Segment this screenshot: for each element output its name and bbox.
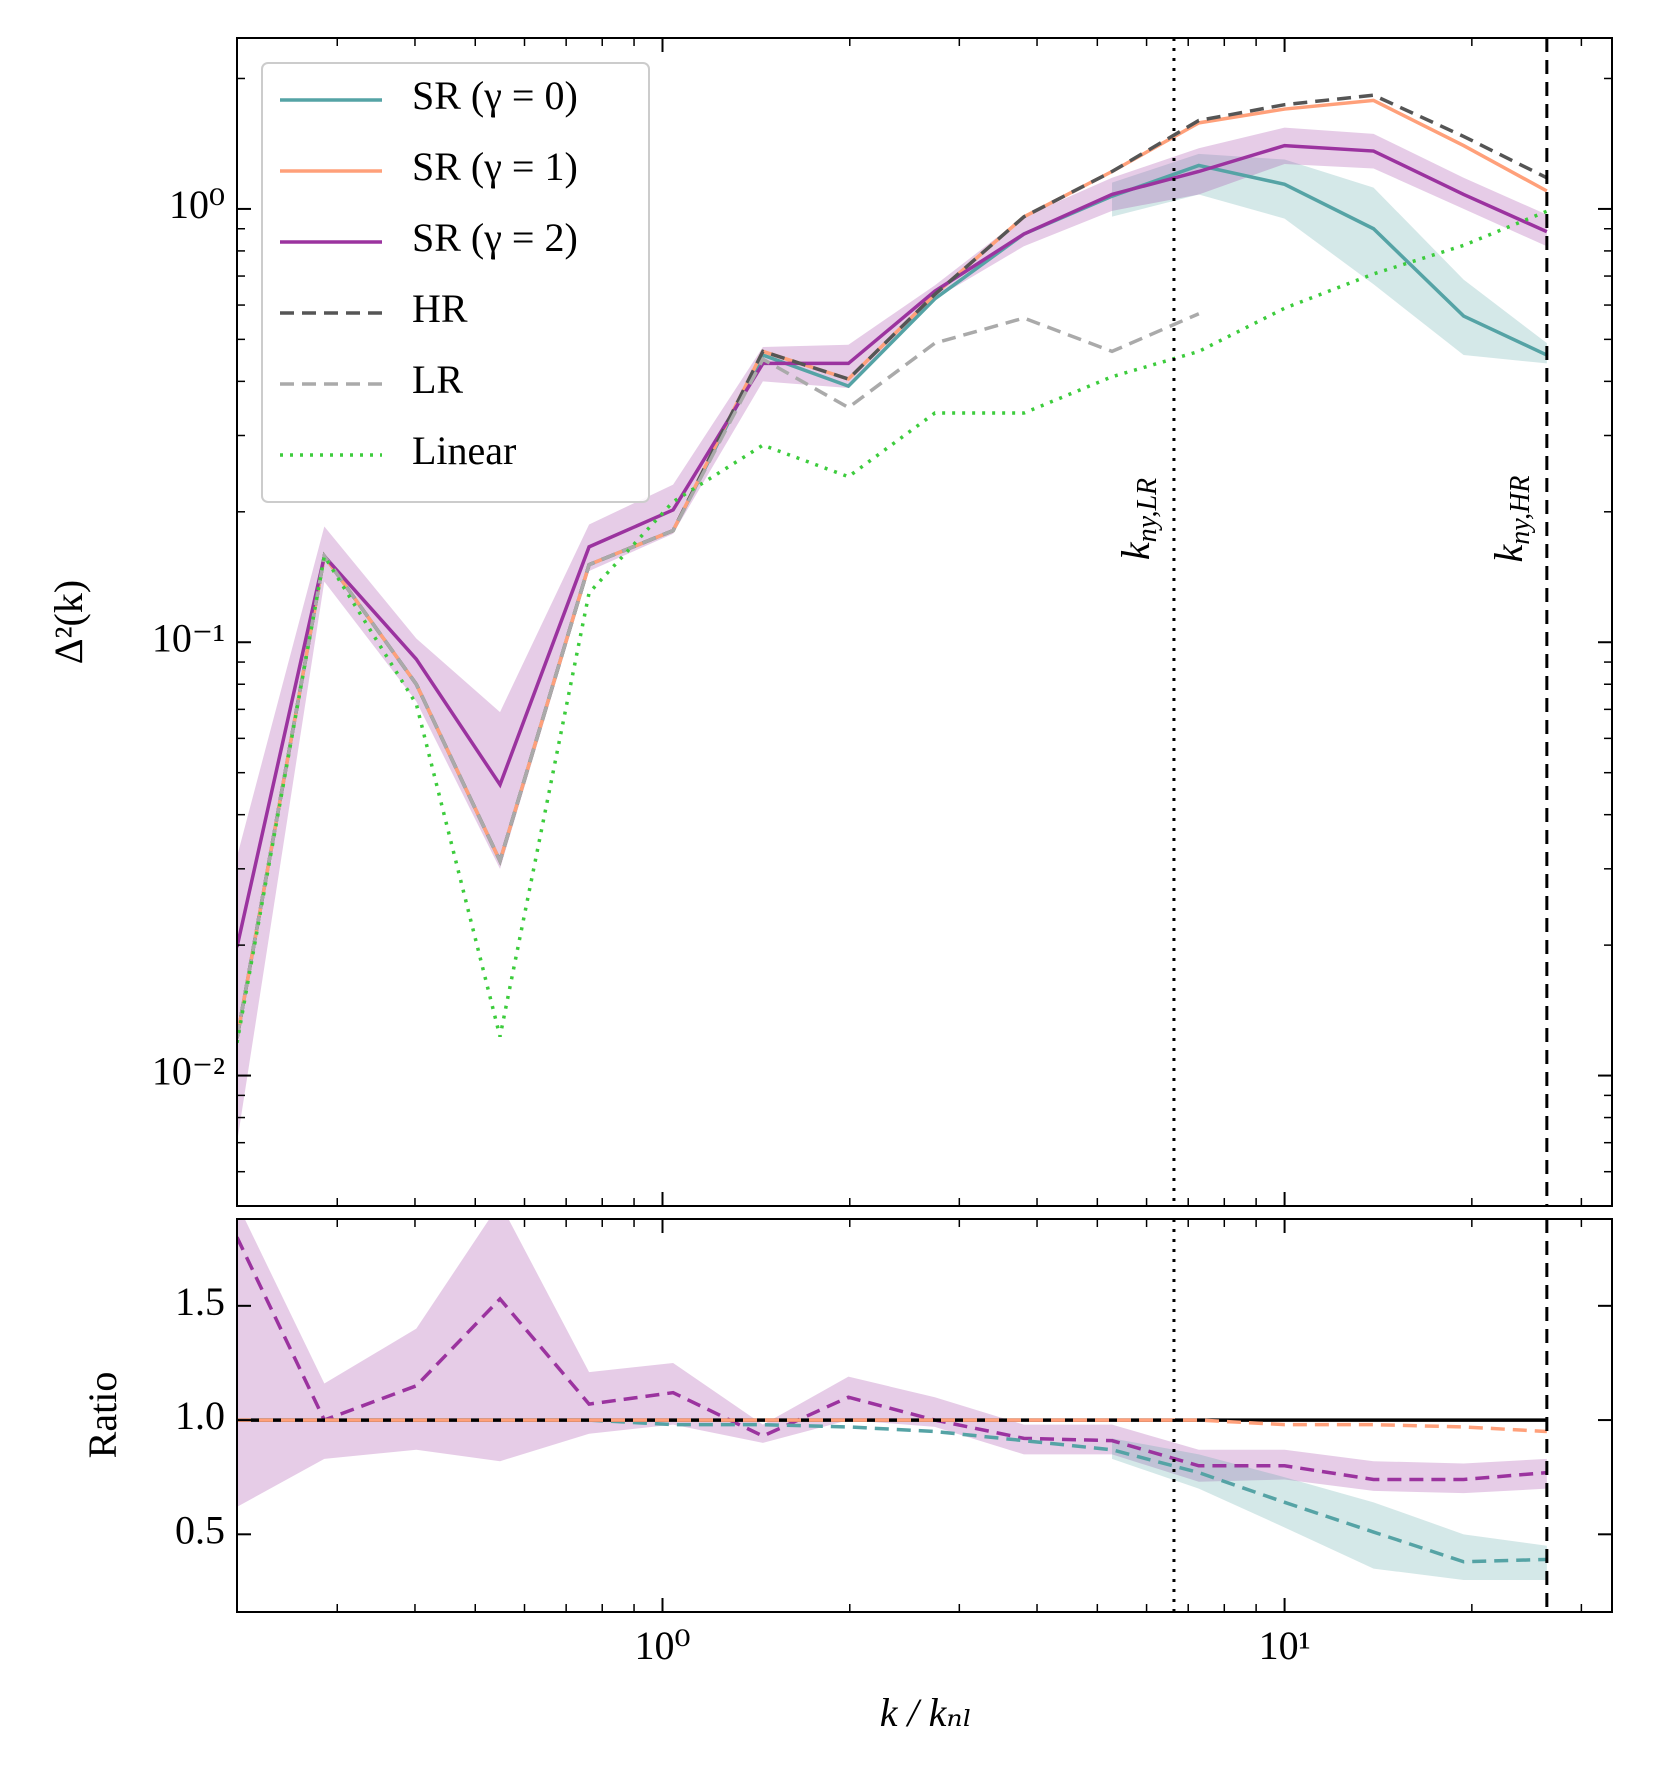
x-tick-label: 10⁰ <box>634 1623 690 1668</box>
y-tick-label: 10⁻² <box>152 1049 225 1094</box>
legend-label: HR <box>412 286 468 331</box>
y-tick-label: 10⁰ <box>169 182 225 227</box>
axes-frame <box>236 37 1613 1207</box>
data-line <box>237 312 1200 1039</box>
y-tick-label: 1.0 <box>175 1393 225 1438</box>
error-band <box>237 127 1547 1143</box>
legend-label: LR <box>412 357 463 402</box>
x-tick-label: 10¹ <box>1259 1623 1311 1668</box>
y-tick-label: 1.5 <box>175 1279 225 1324</box>
plot-area <box>237 93 1548 1143</box>
reference-label-main: k <box>1486 543 1531 562</box>
y-tick-label: 0.5 <box>175 1507 225 1552</box>
data-line <box>237 93 1548 1039</box>
reference-label-main: k <box>1113 541 1158 560</box>
y-tick-label: 10⁻¹ <box>152 615 225 660</box>
legend-label: Linear <box>412 428 516 473</box>
data-line <box>237 209 1548 1044</box>
legend-label: SR (γ = 2) <box>412 215 578 260</box>
reference-label-sub: ny,HR <box>1505 476 1536 545</box>
error-band <box>237 1219 1547 1507</box>
x-axis-label: k / kₙₗ <box>880 1690 973 1735</box>
data-line <box>237 143 1548 948</box>
legend-label: SR (γ = 1) <box>412 144 578 189</box>
reference-label: kny,HR <box>1486 476 1536 563</box>
error-band <box>1112 153 1547 364</box>
axes-frame <box>236 1218 1613 1613</box>
data-line <box>237 1236 1547 1482</box>
reference-label-sub: ny,LR <box>1132 478 1163 543</box>
legend-label: SR (γ = 0) <box>412 73 578 118</box>
plot-area <box>237 1219 1547 1581</box>
y-axis-label: Ratio <box>80 1372 125 1459</box>
data-line <box>237 1418 1547 1434</box>
y-axis-label: Δ²(k) <box>46 580 91 664</box>
error-band <box>1112 1438 1547 1581</box>
reference-label: kny,LR <box>1113 478 1163 560</box>
